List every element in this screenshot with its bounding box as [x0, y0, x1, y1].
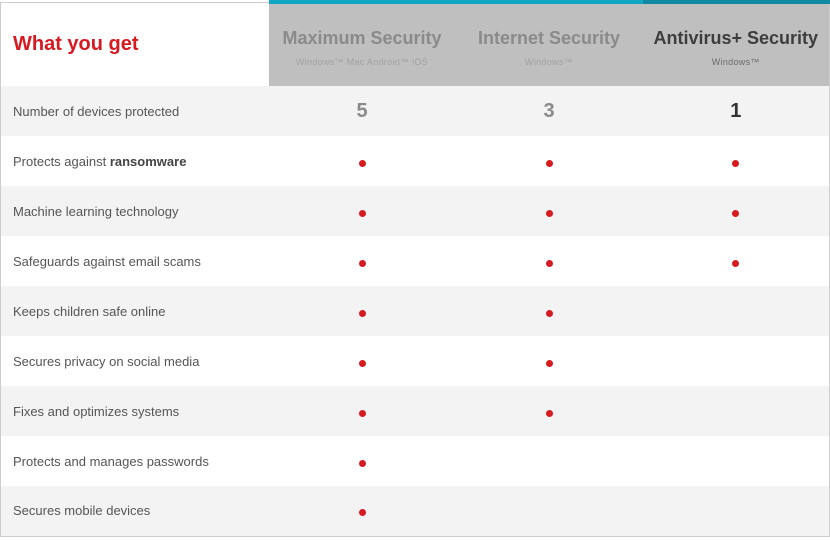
table-row: Protects and manages passwords — [1, 436, 830, 486]
feature-label: Fixes and optimizes systems — [1, 386, 269, 436]
check-dot-icon — [546, 360, 553, 367]
feature-value — [456, 486, 643, 536]
check-dot-icon — [546, 210, 553, 217]
plan-header-avplus[interactable]: Antivirus+ Security Windows™ — [643, 2, 830, 86]
feature-value — [269, 336, 456, 386]
check-dot-icon — [546, 410, 553, 417]
feature-value — [456, 436, 643, 486]
feature-value: 5 — [269, 86, 456, 136]
check-dot-icon — [732, 210, 739, 217]
feature-value — [456, 286, 643, 336]
plan-name: Antivirus+ Security — [643, 28, 830, 49]
page-title: What you get — [13, 33, 269, 56]
feature-value — [643, 236, 830, 286]
feature-label: Keeps children safe online — [1, 286, 269, 336]
feature-label: Secures mobile devices — [1, 486, 269, 536]
feature-value — [643, 186, 830, 236]
check-dot-icon — [359, 410, 366, 417]
table-row: Secures privacy on social media — [1, 336, 830, 386]
table-row: Machine learning technology — [1, 186, 830, 236]
feature-value — [643, 336, 830, 386]
feature-value: 3 — [456, 86, 643, 136]
feature-label: Machine learning technology — [1, 186, 269, 236]
feature-value — [269, 236, 456, 286]
table-row: Fixes and optimizes systems — [1, 386, 830, 436]
check-dot-icon — [359, 260, 366, 267]
table-row: Secures mobile devices — [1, 486, 830, 536]
check-dot-icon — [546, 310, 553, 317]
feature-value — [643, 386, 830, 436]
feature-value — [269, 486, 456, 536]
feature-value — [456, 136, 643, 186]
check-dot-icon — [732, 160, 739, 167]
check-dot-icon — [359, 360, 366, 367]
feature-value — [643, 436, 830, 486]
feature-value — [643, 486, 830, 536]
check-dot-icon — [546, 260, 553, 267]
check-dot-icon — [359, 160, 366, 167]
feature-value — [456, 386, 643, 436]
feature-label: Protects against ransomware — [1, 136, 269, 186]
plan-name: Internet Security — [456, 28, 643, 49]
plan-os: Windows™ — [643, 57, 830, 67]
feature-value — [269, 186, 456, 236]
check-dot-icon — [359, 210, 366, 217]
check-dot-icon — [732, 260, 739, 267]
feature-label: Number of devices protected — [1, 86, 269, 136]
check-dot-icon — [359, 509, 366, 516]
feature-value — [269, 436, 456, 486]
header-label-cell: What you get — [1, 2, 269, 86]
feature-value: 1 — [643, 86, 830, 136]
table-row: Keeps children safe online — [1, 286, 830, 336]
table-row: Number of devices protected531 — [1, 86, 830, 136]
feature-value — [456, 236, 643, 286]
feature-value — [269, 286, 456, 336]
feature-label: Safeguards against email scams — [1, 236, 269, 286]
table-row: Safeguards against email scams — [1, 236, 830, 286]
feature-value — [456, 186, 643, 236]
feature-value — [643, 286, 830, 336]
comparison-table: What you get Maximum Security Windows™ M… — [0, 0, 830, 537]
feature-value — [643, 136, 830, 186]
feature-value — [269, 386, 456, 436]
plan-header-internet[interactable]: Internet Security Windows™ — [456, 2, 643, 86]
plan-name: Maximum Security — [269, 28, 456, 49]
feature-label: Secures privacy on social media — [1, 336, 269, 386]
feature-value — [456, 336, 643, 386]
table-row: Protects against ransomware — [1, 136, 830, 186]
check-dot-icon — [546, 160, 553, 167]
table-header-row: What you get Maximum Security Windows™ M… — [1, 2, 830, 86]
check-dot-icon — [359, 460, 366, 467]
feature-value — [269, 136, 456, 186]
plan-os: Windows™ Mac Android™ iOS — [269, 57, 456, 67]
feature-label: Protects and manages passwords — [1, 436, 269, 486]
check-dot-icon — [359, 310, 366, 317]
plan-os: Windows™ — [456, 57, 643, 67]
plan-header-maximum[interactable]: Maximum Security Windows™ Mac Android™ i… — [269, 2, 456, 86]
